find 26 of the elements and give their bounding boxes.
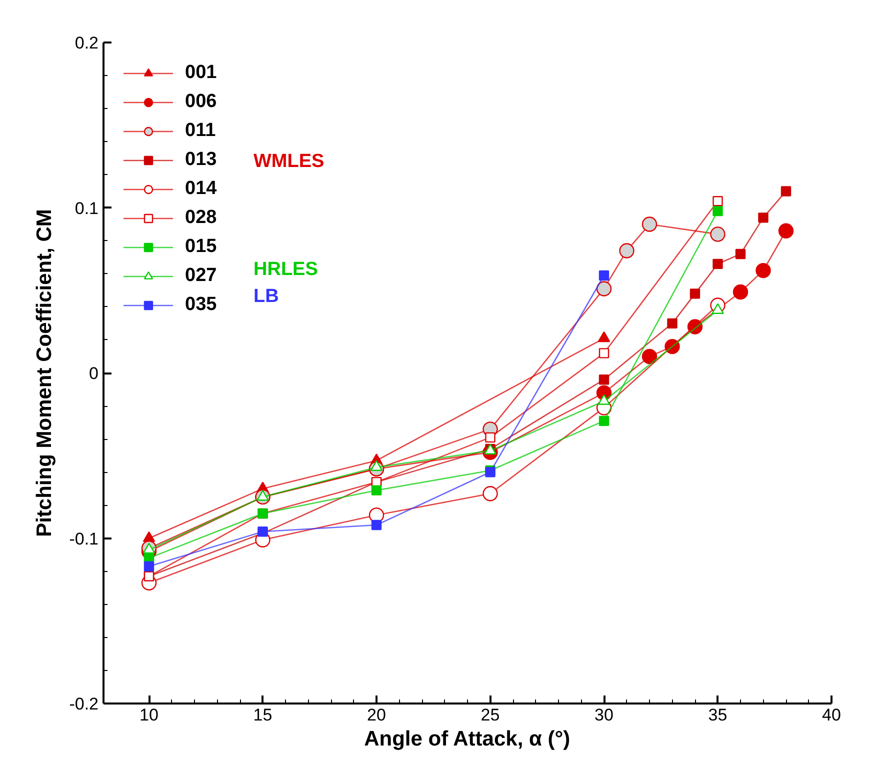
legend-label: 011	[185, 120, 216, 142]
y-tick-label: -0.2	[69, 694, 99, 714]
legend-label: 013	[185, 149, 217, 171]
x-tick-label: 35	[708, 706, 728, 724]
y-tick-label: 0.2	[74, 34, 99, 52]
legend-label: 001	[185, 62, 217, 84]
annotation: HRLES	[254, 259, 318, 280]
x-tick-label: 25	[480, 706, 500, 724]
annotation: WMLES	[254, 151, 324, 172]
x-tick-label: 15	[253, 706, 272, 724]
x-tick-label: 20	[367, 706, 386, 724]
x-tick-label: 10	[140, 706, 158, 724]
y-axis-title: Pitching Moment Coefficient, CM	[33, 209, 56, 537]
legend-label: 027	[185, 265, 217, 287]
legend-label: 006	[185, 91, 217, 113]
legend-label: 014	[185, 178, 217, 200]
y-tick-label: -0.1	[69, 529, 99, 548]
x-tick-label: 30	[594, 706, 614, 724]
y-tick-label: 0	[89, 364, 99, 383]
x-axis-title: Angle of Attack, α (°)	[364, 728, 570, 750]
legend-label: 015	[185, 236, 217, 258]
legend-label: 028	[185, 207, 217, 229]
legend-label: 035	[185, 294, 217, 316]
annotation: LB	[254, 286, 279, 307]
y-tick-label: 0.1	[74, 198, 99, 218]
x-tick-label: 40	[822, 706, 841, 724]
